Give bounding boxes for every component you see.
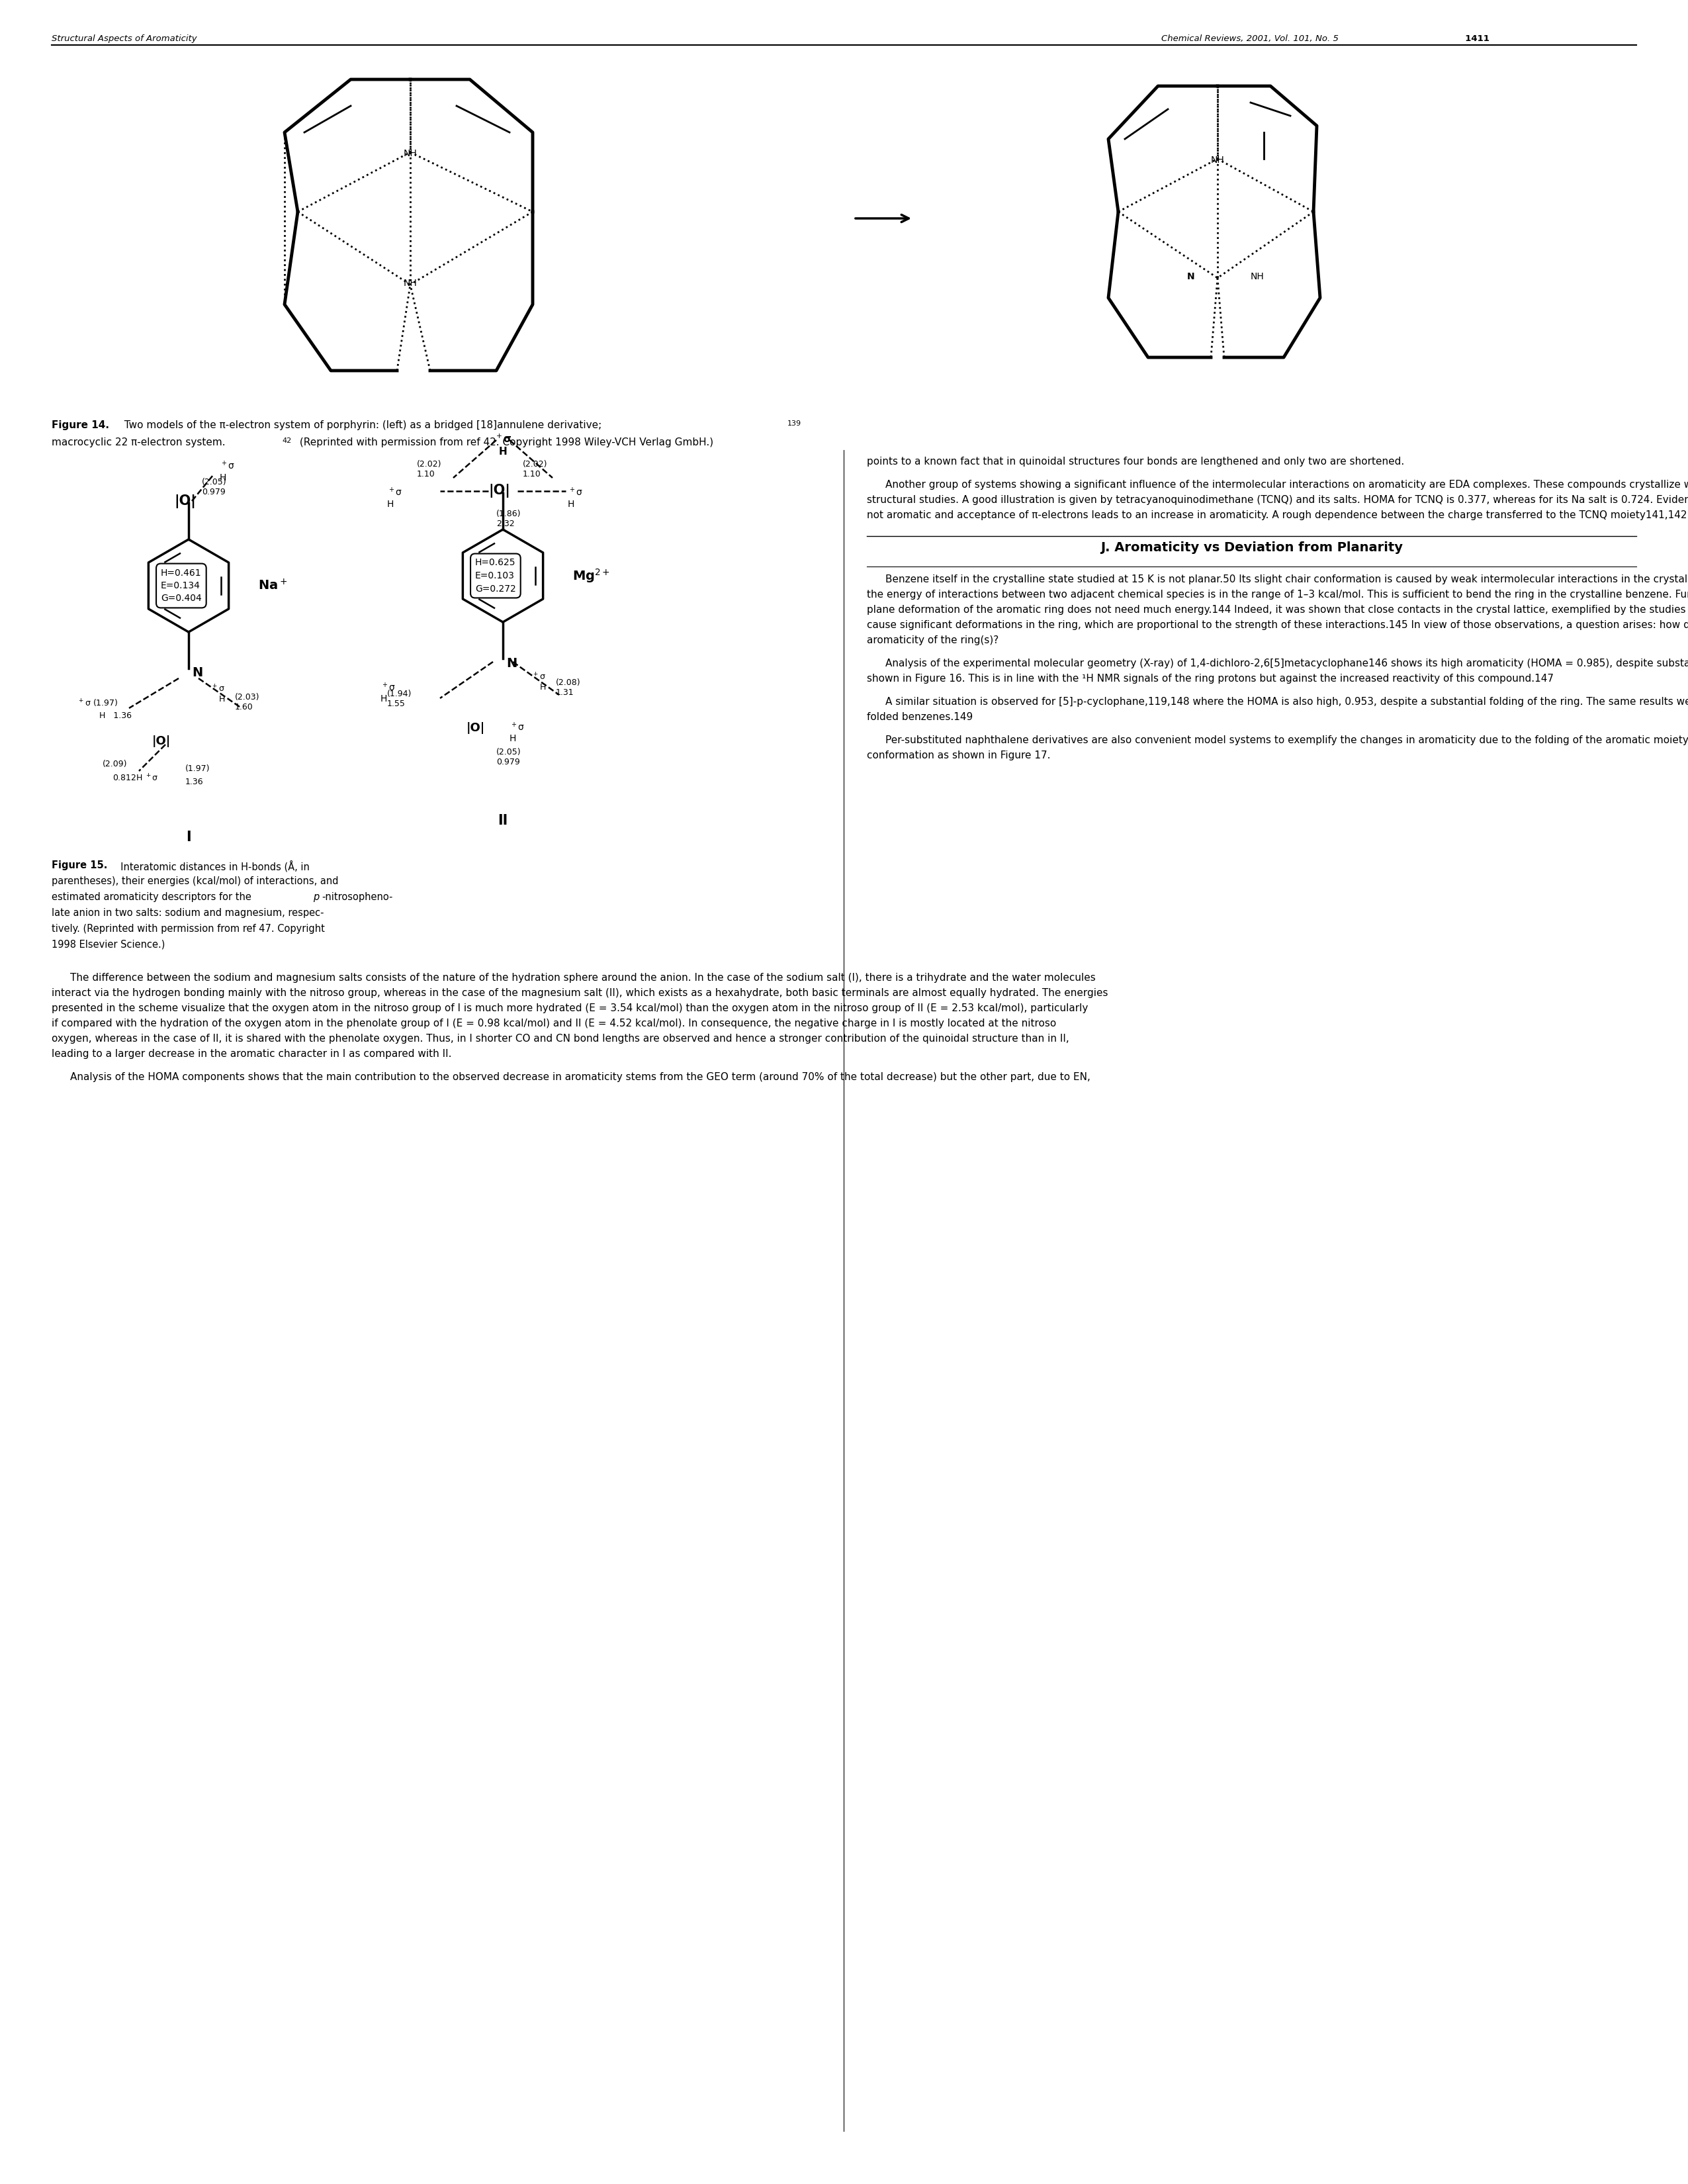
Text: N: N [506,657,517,670]
Text: H   1.36: H 1.36 [100,712,132,721]
Text: Analysis of the HOMA components shows that the main contribution to the observed: Analysis of the HOMA components shows th… [71,1072,1090,1081]
Text: A similar situation is observed for [5]-p-cyclophane,119,148 where the HOMA is a: A similar situation is observed for [5]-… [886,697,1688,708]
Text: plane deformation of the aromatic ring does not need much energy.144 Indeed, it : plane deformation of the aromatic ring d… [868,605,1688,616]
Text: (1.94)
1.55: (1.94) 1.55 [387,690,412,708]
Text: (2.08)
1.31: (2.08) 1.31 [555,679,581,697]
Text: estimated aromaticity descriptors for the: estimated aromaticity descriptors for th… [52,891,255,902]
Text: Mg$^{2+}$: Mg$^{2+}$ [572,568,609,585]
Text: 1998 Elsevier Science.): 1998 Elsevier Science.) [52,939,165,950]
Text: $^+$σ
H: $^+$σ H [567,487,582,509]
Text: |O|: |O| [152,736,170,747]
Text: 0.812H $^+$σ: 0.812H $^+$σ [113,773,159,784]
Text: NH: NH [403,280,417,288]
Text: Another group of systems showing a significant influence of the intermolecular i: Another group of systems showing a signi… [886,480,1688,489]
Text: (2.05)
0.979: (2.05) 0.979 [203,478,226,496]
Text: Na$^+$: Na$^+$ [258,579,287,592]
Text: (2.09): (2.09) [103,760,127,769]
Text: not aromatic and acceptance of π-electrons leads to an increase in aromaticity. : not aromatic and acceptance of π-electro… [868,511,1688,520]
Text: H=0.461
E=0.134
G=0.404: H=0.461 E=0.134 G=0.404 [160,568,201,603]
Text: Benzene itself in the crystalline state studied at 15 K is not planar.50 Its sli: Benzene itself in the crystalline state … [886,574,1688,585]
Text: The difference between the sodium and magnesium salts consists of the nature of : The difference between the sodium and ma… [71,972,1096,983]
Text: leading to a larger decrease in the aromatic character in I as compared with II.: leading to a larger decrease in the arom… [52,1048,452,1059]
Text: (2.02)
1.10: (2.02) 1.10 [523,461,547,478]
Text: $^+$σ (1.97): $^+$σ (1.97) [78,699,118,710]
Text: NH: NH [1251,273,1264,282]
Text: 42: 42 [282,437,292,443]
Text: tively. (Reprinted with permission from ref 47. Copyright: tively. (Reprinted with permission from … [52,924,324,935]
Text: Figure 15.: Figure 15. [52,860,108,869]
Text: (1.97): (1.97) [186,764,209,773]
Text: cause significant deformations in the ring, which are proportional to the streng: cause significant deformations in the ri… [868,620,1688,629]
Text: 1.36: 1.36 [186,778,204,786]
Text: $^+$σ
H: $^+$σ H [219,461,235,483]
Text: (2.03)
1.60: (2.03) 1.60 [235,692,260,712]
Text: interact via the hydrogen bonding mainly with the nitroso group, whereas in the : interact via the hydrogen bonding mainly… [52,987,1107,998]
Text: 1411: 1411 [1458,35,1489,44]
Text: Interatomic distances in H-bonds (Å, in: Interatomic distances in H-bonds (Å, in [115,860,309,871]
Text: I: I [186,830,191,843]
Text: |O|: |O| [488,485,510,498]
Text: conformation as shown in Figure 17.: conformation as shown in Figure 17. [868,751,1050,760]
Text: Structural Aspects of Aromaticity: Structural Aspects of Aromaticity [52,35,197,44]
Text: (2.05)
0.979: (2.05) 0.979 [496,747,522,767]
Text: (Reprinted with permission from ref 42. Copyright 1998 Wiley-VCH Verlag GmbH.): (Reprinted with permission from ref 42. … [297,437,714,448]
Text: points to a known fact that in quinoidal structures four bonds are lengthened an: points to a known fact that in quinoidal… [868,456,1404,467]
Text: 139: 139 [787,419,802,426]
Text: $^+$σ
H: $^+$σ H [495,432,511,456]
Text: Chemical Reviews, 2001, Vol. 101, No. 5: Chemical Reviews, 2001, Vol. 101, No. 5 [1161,35,1339,44]
Text: (2.02)
1.10: (2.02) 1.10 [417,461,442,478]
Text: N: N [192,666,203,679]
Text: NH: NH [403,149,417,157]
Text: the energy of interactions between two adjacent chemical species is in the range: the energy of interactions between two a… [868,590,1688,601]
Text: $^+$σ
H: $^+$σ H [532,673,545,692]
Text: Analysis of the experimental molecular geometry (X-ray) of 1,4-dichloro-2,6[5]me: Analysis of the experimental molecular g… [886,660,1688,668]
Text: J. Aromaticity vs Deviation from Planarity: J. Aromaticity vs Deviation from Planari… [1101,542,1403,555]
Text: $^+$σ
H: $^+$σ H [380,681,395,703]
Text: if compared with the hydration of the oxygen atom in the phenolate group of I (E: if compared with the hydration of the ox… [52,1018,1057,1029]
Text: aromaticity of the ring(s)?: aromaticity of the ring(s)? [868,636,999,644]
Text: shown in Figure 16. This is in line with the ¹H NMR signals of the ring protons : shown in Figure 16. This is in line with… [868,673,1553,684]
Text: (1.86)
2.32: (1.86) 2.32 [496,509,522,529]
Text: $^+$σ
H: $^+$σ H [387,487,402,509]
Text: late anion in two salts: sodium and magnesium, respec-: late anion in two salts: sodium and magn… [52,909,324,917]
Text: p: p [312,891,319,902]
Text: Figure 14.: Figure 14. [52,419,110,430]
Text: -nitrosopheno-: -nitrosopheno- [322,891,393,902]
Text: Two models of the π-electron system of porphyrin: (left) as a bridged [18]annule: Two models of the π-electron system of p… [118,419,601,430]
Text: presented in the scheme visualize that the oxygen atom in the nitroso group of I: presented in the scheme visualize that t… [52,1002,1089,1013]
Text: NH: NH [1210,155,1224,164]
Text: $^+$σ
H: $^+$σ H [510,721,525,743]
Text: N: N [1187,273,1195,282]
Text: Per-substituted naphthalene derivatives are also convenient model systems to exe: Per-substituted naphthalene derivatives … [886,736,1688,745]
Text: structural studies. A good illustration is given by tetracyanoquinodimethane (TC: structural studies. A good illustration … [868,496,1688,505]
Text: folded benzenes.149: folded benzenes.149 [868,712,972,723]
Text: |O|: |O| [174,494,196,509]
Text: macrocyclic 22 π-electron system.: macrocyclic 22 π-electron system. [52,437,226,448]
Text: H=0.625
E=0.103
G=0.272: H=0.625 E=0.103 G=0.272 [474,559,517,594]
Text: parentheses), their energies (kcal/mol) of interactions, and: parentheses), their energies (kcal/mol) … [52,876,339,887]
Text: |O|: |O| [466,723,484,734]
Text: oxygen, whereas in the case of II, it is shared with the phenolate oxygen. Thus,: oxygen, whereas in the case of II, it is… [52,1033,1069,1044]
Text: II: II [498,815,508,828]
Text: $^+$σ
H: $^+$σ H [211,684,225,703]
